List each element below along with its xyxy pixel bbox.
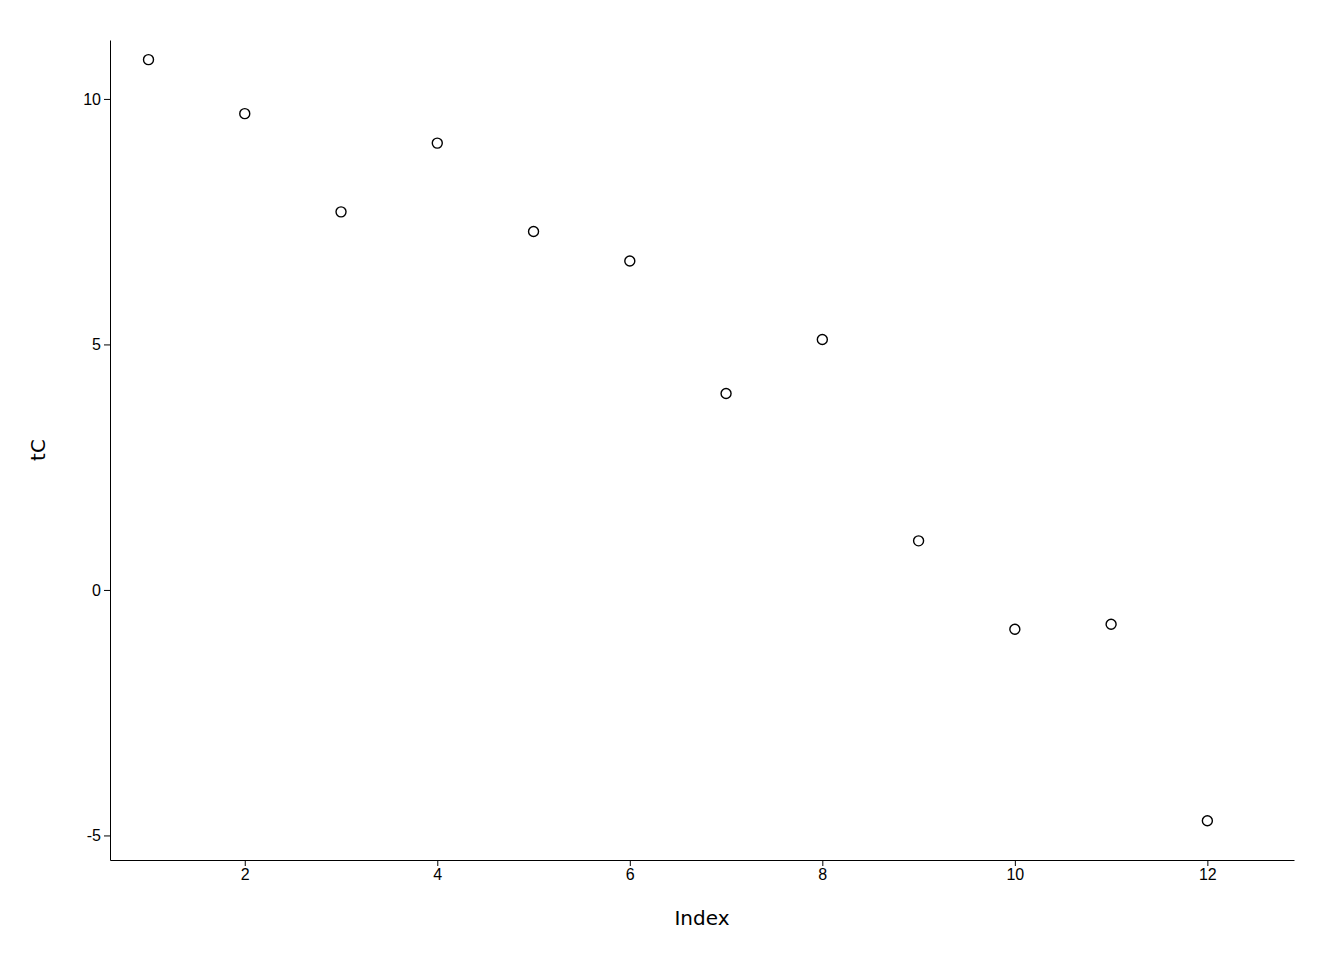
y-axis-tick: 10 (83, 91, 110, 108)
x-axis: 2 4 6 8 10 12 (111, 860, 1295, 883)
y-axis-tick-label: -5 (87, 827, 101, 844)
chart: 2 4 6 8 10 12 -5 0 5 10 Index tC (0, 0, 1344, 960)
x-axis-title: Index (674, 906, 729, 930)
y-axis-tick-label: 0 (92, 582, 101, 599)
x-axis-tick: 4 (433, 860, 442, 883)
y-axis-line (110, 41, 111, 861)
x-axis-tick-label: 4 (433, 866, 442, 883)
x-axis-tick: 10 (1006, 860, 1024, 883)
point (1010, 624, 1020, 634)
x-axis-tick: 2 (241, 860, 250, 883)
x-axis-tick-label: 12 (1199, 866, 1217, 883)
point (914, 536, 924, 546)
point (817, 335, 827, 345)
x-axis-tick-mark (437, 860, 438, 866)
x-axis-tick: 12 (1199, 860, 1217, 883)
point (529, 226, 539, 236)
x-axis-tick-label: 8 (818, 866, 827, 883)
point (721, 389, 731, 399)
y-axis-tick-mark (104, 99, 110, 100)
point (432, 138, 442, 148)
y-axis: -5 0 5 10 (83, 41, 110, 861)
x-axis-tick-mark (245, 860, 246, 866)
y-axis-tick-mark (104, 344, 110, 345)
y-axis-tick: 5 (92, 336, 110, 353)
x-axis-line (111, 860, 1295, 861)
y-axis-tick-mark (104, 590, 110, 591)
point (1202, 816, 1212, 826)
x-axis-tick-label: 6 (626, 866, 635, 883)
point (240, 109, 250, 119)
x-axis-tick: 8 (818, 860, 827, 883)
x-axis-tick-label: 10 (1006, 866, 1024, 883)
point (144, 55, 154, 65)
points (144, 55, 1213, 826)
point (336, 207, 346, 217)
x-axis-tick-mark (1207, 860, 1208, 866)
y-axis-tick: -5 (87, 827, 110, 844)
plot-area: 2 4 6 8 10 12 -5 0 5 10 (83, 41, 1294, 884)
x-axis-tick-mark (822, 860, 823, 866)
y-axis-title: tC (26, 439, 50, 461)
y-axis-tick-label: 10 (83, 91, 101, 108)
x-axis-tick: 6 (626, 860, 635, 883)
point (1106, 619, 1116, 629)
point (625, 256, 635, 266)
y-axis-tick-mark (104, 835, 110, 836)
y-axis-tick-label: 5 (92, 336, 101, 353)
x-axis-tick-label: 2 (241, 866, 250, 883)
x-axis-tick-mark (1015, 860, 1016, 866)
y-axis-tick: 0 (92, 582, 110, 599)
x-axis-tick-mark (630, 860, 631, 866)
